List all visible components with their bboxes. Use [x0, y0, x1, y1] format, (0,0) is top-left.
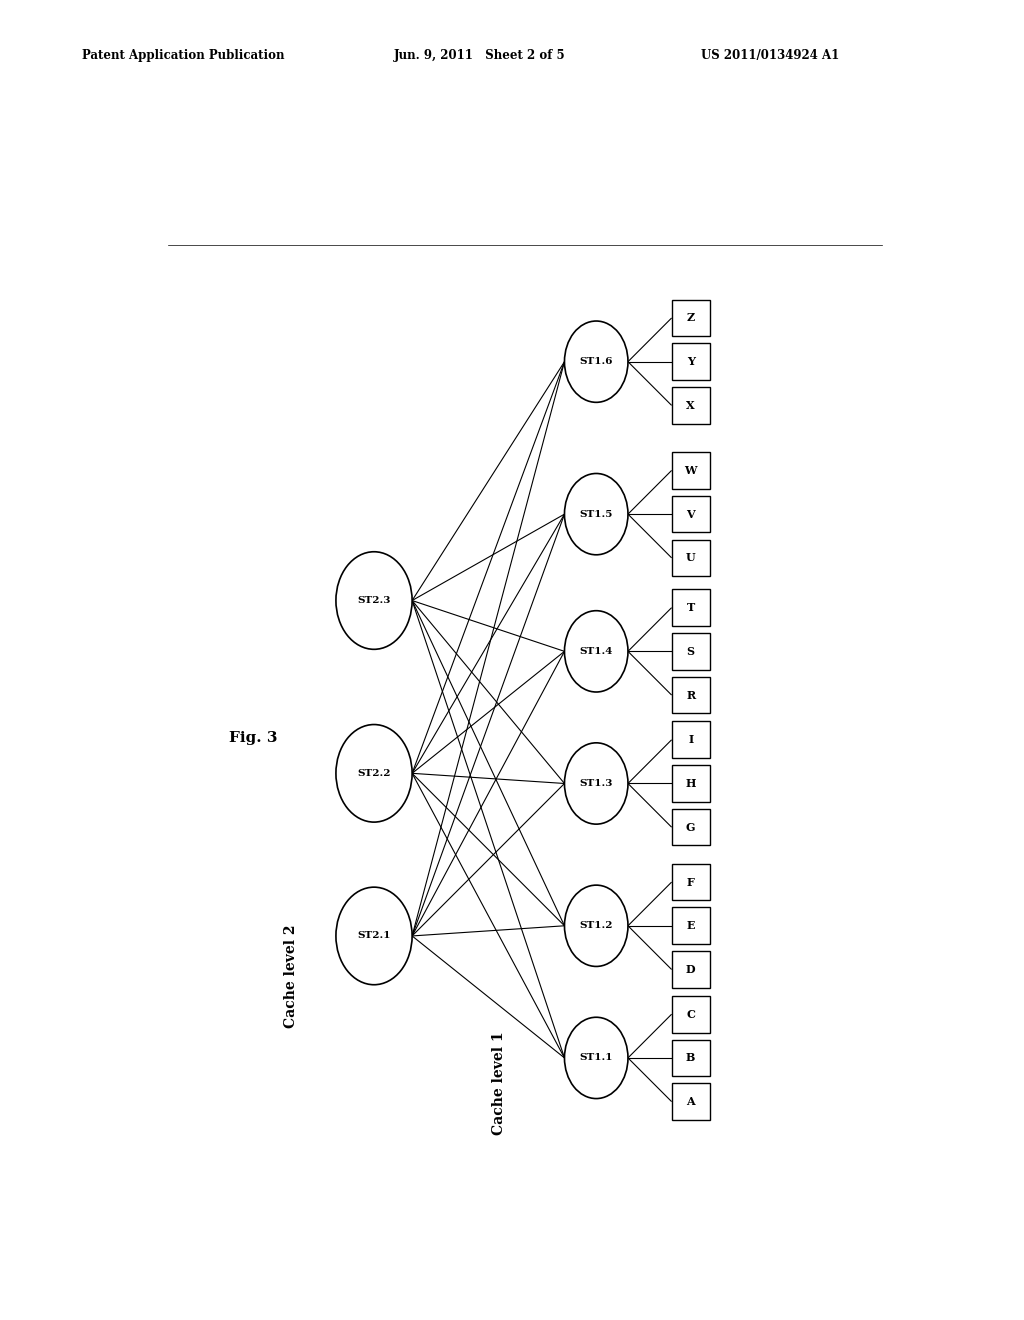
FancyBboxPatch shape	[672, 453, 710, 488]
FancyBboxPatch shape	[672, 300, 710, 337]
FancyBboxPatch shape	[672, 766, 710, 801]
Text: V: V	[686, 508, 695, 520]
Text: Fig. 3: Fig. 3	[229, 731, 278, 744]
FancyBboxPatch shape	[672, 589, 710, 626]
Circle shape	[564, 474, 628, 554]
FancyBboxPatch shape	[672, 995, 710, 1032]
Text: ST2.3: ST2.3	[357, 597, 391, 605]
Text: B: B	[686, 1052, 695, 1064]
Text: R: R	[686, 689, 695, 701]
Text: ST2.2: ST2.2	[357, 768, 391, 777]
FancyBboxPatch shape	[672, 722, 710, 758]
Circle shape	[564, 611, 628, 692]
Text: Cache level 1: Cache level 1	[493, 1031, 507, 1135]
FancyBboxPatch shape	[672, 387, 710, 424]
Text: C: C	[686, 1008, 695, 1020]
Text: A: A	[686, 1096, 695, 1107]
Text: G: G	[686, 821, 695, 833]
Text: ST1.5: ST1.5	[580, 510, 613, 519]
Text: S: S	[687, 645, 694, 657]
FancyBboxPatch shape	[672, 540, 710, 576]
Circle shape	[336, 887, 412, 985]
Text: H: H	[685, 777, 696, 789]
Circle shape	[564, 743, 628, 824]
Text: D: D	[686, 964, 695, 975]
FancyBboxPatch shape	[672, 1084, 710, 1119]
Text: I: I	[688, 734, 693, 746]
Text: Jun. 9, 2011   Sheet 2 of 5: Jun. 9, 2011 Sheet 2 of 5	[394, 49, 566, 62]
Text: ST2.1: ST2.1	[357, 932, 391, 940]
Text: ST1.6: ST1.6	[580, 358, 613, 366]
FancyBboxPatch shape	[672, 496, 710, 532]
Text: E: E	[686, 920, 695, 932]
FancyBboxPatch shape	[672, 952, 710, 987]
Text: ST1.1: ST1.1	[580, 1053, 613, 1063]
Text: Z: Z	[687, 313, 694, 323]
Text: F: F	[687, 876, 694, 887]
FancyBboxPatch shape	[672, 809, 710, 846]
Circle shape	[564, 321, 628, 403]
Text: T: T	[686, 602, 695, 614]
FancyBboxPatch shape	[672, 907, 710, 944]
Circle shape	[564, 886, 628, 966]
Text: US 2011/0134924 A1: US 2011/0134924 A1	[701, 49, 840, 62]
Text: ST1.4: ST1.4	[580, 647, 613, 656]
Text: ST1.2: ST1.2	[580, 921, 613, 931]
Text: ST1.3: ST1.3	[580, 779, 613, 788]
Circle shape	[336, 552, 412, 649]
FancyBboxPatch shape	[672, 863, 710, 900]
FancyBboxPatch shape	[672, 634, 710, 669]
Text: Y: Y	[687, 356, 694, 367]
Text: X: X	[686, 400, 695, 411]
Circle shape	[336, 725, 412, 822]
Circle shape	[564, 1018, 628, 1098]
Text: U: U	[686, 552, 695, 564]
FancyBboxPatch shape	[672, 343, 710, 380]
Text: W: W	[684, 465, 697, 477]
Text: Patent Application Publication: Patent Application Publication	[82, 49, 285, 62]
FancyBboxPatch shape	[672, 677, 710, 713]
FancyBboxPatch shape	[672, 1040, 710, 1076]
Text: Cache level 2: Cache level 2	[284, 925, 298, 1028]
